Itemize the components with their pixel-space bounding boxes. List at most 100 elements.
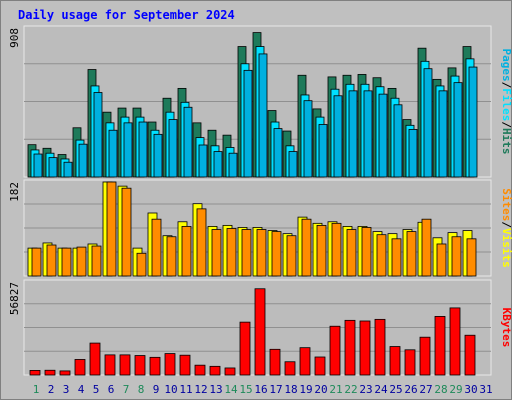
bar-sites	[301, 218, 312, 277]
bar-kbytes	[29, 370, 41, 376]
bar-pages	[63, 161, 73, 178]
legend-hits: Hits	[500, 128, 512, 155]
bar-sites	[466, 238, 477, 277]
x-tick-label: 20	[314, 383, 327, 396]
bar-kbytes	[464, 334, 476, 376]
bar-pages	[363, 90, 373, 178]
x-tick-label: 29	[449, 383, 462, 396]
bar-pages	[318, 124, 328, 178]
bar-pages	[258, 53, 268, 178]
bar-kbytes	[149, 356, 161, 376]
bar-sites	[151, 218, 162, 277]
y-axis-legend: KBytes	[500, 308, 512, 348]
bar-kbytes	[299, 347, 311, 376]
bar-sites	[106, 181, 117, 277]
bar-pages	[348, 90, 358, 178]
x-tick-label: 8	[138, 383, 145, 396]
bar-kbytes	[119, 354, 131, 376]
bar-kbytes	[329, 325, 341, 376]
x-tick-label: 22	[344, 383, 357, 396]
bar-pages	[273, 128, 283, 178]
x-tick-label: 31	[479, 383, 492, 396]
bar-kbytes	[284, 361, 296, 376]
bar-pages	[243, 69, 253, 178]
bar-sites	[166, 236, 177, 277]
bar-sites	[271, 231, 282, 277]
bar-pages	[333, 95, 343, 178]
bar-pages	[183, 106, 193, 178]
bar-sites	[226, 228, 237, 277]
bar-sites	[31, 247, 42, 277]
bar-pages	[408, 129, 418, 178]
chart-title: Daily usage for September 2024	[18, 8, 235, 22]
bar-kbytes	[89, 342, 101, 376]
bar-sites	[361, 227, 372, 277]
bar-pages	[198, 144, 208, 178]
bar-sites	[286, 235, 297, 277]
bar-kbytes	[164, 353, 176, 376]
bar-kbytes	[389, 346, 401, 376]
bar-sites	[406, 231, 417, 277]
y-tick-label: 182	[8, 182, 21, 202]
x-tick-label: 7	[123, 383, 130, 396]
x-tick-label: 16	[254, 383, 267, 396]
bar-pages	[168, 119, 178, 178]
bar-sites	[451, 236, 462, 277]
bar-kbytes	[254, 288, 266, 376]
legend-separator: /	[500, 221, 512, 228]
x-tick-label: 28	[434, 383, 447, 396]
bar-kbytes	[239, 321, 251, 376]
x-tick-label: 24	[374, 383, 388, 396]
x-tick-label: 15	[239, 383, 252, 396]
bar-sites	[61, 247, 72, 277]
legend-pages: Pages	[500, 49, 512, 82]
bar-sites	[91, 245, 102, 277]
bar-kbytes	[179, 354, 191, 376]
x-tick-label: 23	[359, 383, 372, 396]
bar-sites	[46, 244, 57, 277]
bar-kbytes	[419, 336, 431, 376]
bar-kbytes	[134, 355, 146, 376]
bar-kbytes	[359, 320, 371, 376]
x-tick-label: 25	[389, 383, 402, 396]
bar-pages	[123, 122, 133, 178]
x-tick-label: 11	[179, 383, 192, 396]
kbytes-panel: 56827 KBytes	[8, 279, 512, 376]
bar-pages	[378, 93, 388, 178]
bar-sites	[346, 229, 357, 277]
bar-pages	[138, 121, 148, 178]
bar-sites	[316, 224, 327, 277]
x-tick-label: 6	[108, 383, 115, 396]
bar-sites	[196, 208, 207, 277]
legend-visits: Visits	[500, 228, 512, 268]
bar-pages	[393, 104, 403, 178]
bar-pages	[288, 151, 298, 178]
bar-pages	[153, 133, 163, 178]
bar-sites	[181, 226, 192, 277]
bar-pages	[48, 157, 58, 178]
bar-sites	[256, 229, 267, 277]
legend-sites: Sites	[500, 188, 512, 221]
bar-pages	[303, 100, 313, 178]
x-tick-label: 19	[299, 383, 312, 396]
bar-sites	[241, 229, 252, 277]
x-tick-label: 26	[404, 383, 417, 396]
x-tick-label: 13	[209, 383, 222, 396]
bar-sites	[331, 222, 342, 277]
y-axis-legend: Sites/Visits	[500, 188, 512, 268]
x-tick-label: 12	[194, 383, 207, 396]
y-tick-label: 908	[8, 28, 21, 48]
x-tick-label: 4	[78, 383, 85, 396]
bar-kbytes	[194, 364, 206, 376]
bar-pages	[423, 68, 433, 178]
bar-sites	[391, 238, 402, 277]
bar-pages	[93, 92, 103, 178]
bar-kbytes	[74, 359, 86, 376]
bar-kbytes	[269, 348, 281, 376]
bar-sites	[421, 218, 432, 277]
bar-pages	[453, 82, 463, 178]
bar-sites	[136, 252, 147, 277]
legend-files: Files	[500, 88, 512, 121]
bar-kbytes	[374, 318, 386, 376]
